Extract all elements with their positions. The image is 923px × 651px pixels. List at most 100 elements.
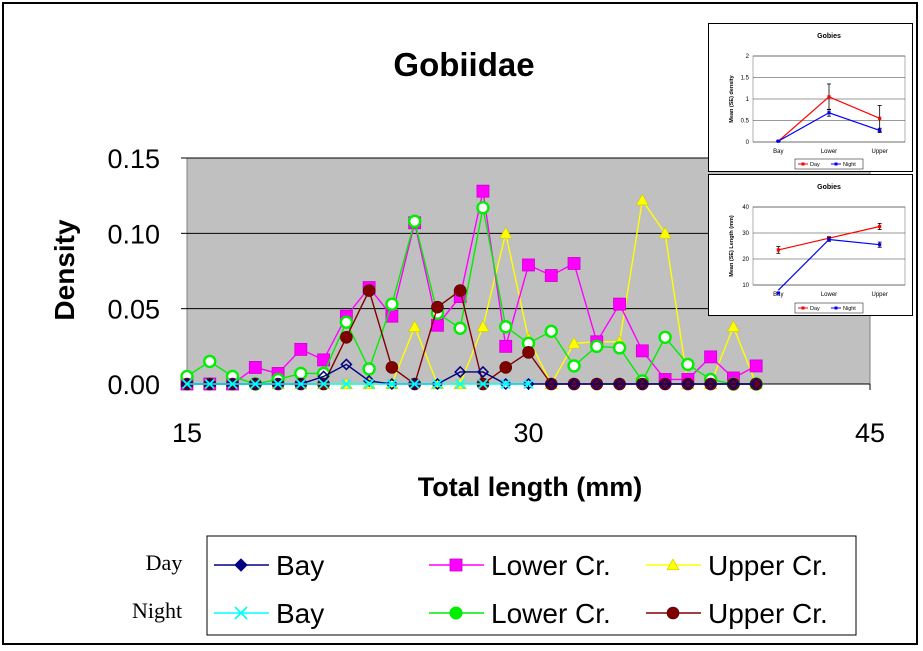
x-axis-label: Total length (mm): [418, 472, 642, 502]
data-point: [363, 378, 375, 390]
data-point: [362, 284, 376, 297]
data-point: [318, 378, 329, 390]
data-point: [272, 378, 284, 390]
inset-x-tick-label: Lower: [821, 292, 837, 298]
data-point: [386, 378, 398, 390]
data-point: [249, 377, 262, 391]
legend-entry: Upper Cr.: [646, 598, 828, 629]
data-point: [544, 324, 558, 338]
series-night-bay: [181, 378, 534, 390]
inset-legend: Day Night: [794, 158, 864, 170]
data-point: [612, 341, 627, 355]
data-point: [635, 344, 649, 358]
inset-density-chart: Gobies 0 0.5 1 1.5 2 Bay Lower Upper Mean (SE) de…: [708, 23, 913, 172]
data-point: [476, 365, 490, 379]
legend-marker: [234, 558, 248, 572]
data-point: [408, 320, 422, 332]
data-point: [658, 226, 672, 239]
inset-data-point: [776, 139, 780, 143]
data-point: [385, 297, 399, 311]
x-tick-label: 45: [855, 418, 885, 448]
data-point: [181, 378, 193, 390]
data-point: [340, 330, 353, 344]
data-point: [227, 378, 238, 390]
inset-series-night: [776, 237, 882, 295]
data-point: [636, 377, 649, 391]
data-point: [455, 378, 466, 390]
inset-legend-label: Night: [843, 162, 856, 168]
data-point: [500, 378, 511, 390]
y-tick-label: 0.00: [107, 370, 160, 400]
data-point: [407, 214, 422, 228]
legend-box: [206, 535, 857, 636]
legend-row-label-day: Day: [146, 550, 183, 575]
legend-entry: Lower Cr.: [429, 598, 611, 629]
data-point: [613, 377, 626, 391]
inset-data-point: [827, 111, 831, 115]
data-point: [180, 377, 194, 391]
data-point: [409, 378, 420, 390]
inset-data-point: [776, 248, 780, 252]
inset-y-tick-label: 2: [746, 54, 750, 60]
inset-y-tick-label: 0: [746, 140, 750, 146]
inset-data-point: [878, 243, 882, 247]
inset-title: Gobies: [817, 33, 841, 40]
data-point: [226, 377, 239, 391]
data-point: [385, 361, 399, 374]
data-point: [567, 257, 581, 270]
data-point: [499, 339, 513, 353]
data-point: [567, 336, 581, 349]
legend-label: Bay: [276, 598, 324, 629]
inset-y-tick-label: 10: [742, 283, 749, 289]
data-point: [750, 377, 763, 391]
data-point: [204, 378, 215, 390]
inset-legend-label: Night: [843, 306, 856, 312]
data-point: [203, 377, 216, 391]
legend-label: Bay: [276, 550, 324, 581]
inset-title: Gobies: [817, 184, 841, 191]
data-point: [704, 350, 718, 364]
data-point: [294, 366, 308, 381]
data-point: [453, 284, 467, 297]
data-point: [499, 226, 513, 239]
chart-title: Gobiidae: [393, 46, 534, 83]
inset-plot-area: [752, 206, 906, 286]
data-point: [431, 377, 444, 391]
data-point: [659, 377, 672, 391]
legend-marker: [449, 558, 463, 572]
y-axis-label: Density: [49, 219, 80, 321]
inset-legend-label: Day: [810, 306, 820, 312]
data-point: [726, 320, 740, 332]
inset-y-tick-label: 1.5: [741, 76, 750, 82]
data-point: [295, 378, 306, 390]
data-point: [341, 378, 352, 390]
inset-y-tick-label: 30: [742, 231, 749, 237]
legend-label: Upper Cr.: [708, 598, 828, 629]
inset-legend: Day Night: [794, 302, 864, 314]
inset-y-tick-label: 1: [746, 97, 750, 103]
inset-data-point: [878, 116, 882, 120]
x-tick-label: 15: [172, 418, 202, 448]
data-point: [522, 377, 535, 391]
data-point: [362, 362, 376, 376]
inset-x-tick-label: Bay: [773, 292, 783, 298]
data-point: [203, 354, 217, 369]
data-point: [749, 359, 763, 373]
inset-y-tick-label: 0.5: [741, 119, 750, 125]
legend-marker: [234, 606, 248, 620]
data-point: [681, 357, 695, 372]
inset-data-point: [878, 128, 882, 132]
y-tick-label: 0.05: [107, 295, 160, 325]
data-point: [567, 377, 581, 391]
data-point: [453, 321, 467, 335]
data-point: [590, 339, 604, 354]
inset-y-axis-label: Mean (SE) Length (mm): [729, 215, 735, 277]
legend-marker: [666, 558, 680, 571]
inset-x-tick-label: Upper: [871, 149, 887, 155]
data-point: [727, 377, 740, 391]
legend-marker: [666, 606, 680, 620]
data-point: [363, 374, 376, 388]
inset-x-tick-label: Lower: [821, 149, 837, 155]
data-point: [294, 342, 308, 356]
